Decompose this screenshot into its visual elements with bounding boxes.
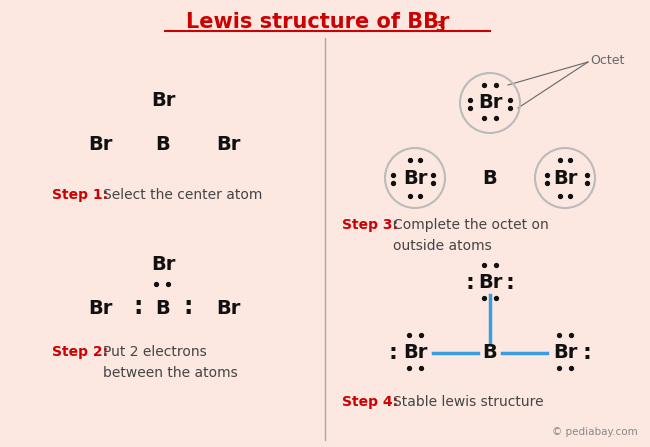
Text: Br: Br bbox=[403, 169, 427, 187]
Text: Stable lewis structure: Stable lewis structure bbox=[393, 395, 543, 409]
Text: Put 2 electrons
between the atoms: Put 2 electrons between the atoms bbox=[103, 345, 238, 380]
Text: Step 2:: Step 2: bbox=[52, 345, 108, 359]
Text: Br: Br bbox=[552, 343, 577, 363]
Text: Lewis structure of BBr: Lewis structure of BBr bbox=[187, 12, 450, 32]
Text: Select the center atom: Select the center atom bbox=[103, 188, 263, 202]
Text: :: : bbox=[582, 343, 592, 363]
Text: © pediabay.com: © pediabay.com bbox=[552, 427, 638, 437]
Text: Step 1:: Step 1: bbox=[52, 188, 108, 202]
Text: Br: Br bbox=[478, 93, 502, 113]
Text: Br: Br bbox=[151, 256, 176, 274]
Text: :: : bbox=[465, 273, 474, 293]
Text: Br: Br bbox=[216, 135, 240, 155]
Text: Br: Br bbox=[88, 135, 112, 155]
Text: Br: Br bbox=[151, 90, 176, 110]
Text: Step 4:: Step 4: bbox=[342, 395, 398, 409]
Text: :: : bbox=[183, 295, 192, 319]
Text: Octet: Octet bbox=[590, 54, 625, 67]
Text: Br: Br bbox=[88, 299, 112, 317]
Text: Br: Br bbox=[552, 169, 577, 187]
Text: :: : bbox=[389, 343, 397, 363]
Text: Step 3:: Step 3: bbox=[342, 218, 398, 232]
Text: Br: Br bbox=[403, 343, 427, 363]
Text: Br: Br bbox=[478, 274, 502, 292]
Text: :: : bbox=[133, 295, 143, 319]
Text: :: : bbox=[506, 273, 514, 293]
Text: Br: Br bbox=[216, 299, 240, 317]
Text: B: B bbox=[482, 169, 497, 187]
Text: B: B bbox=[155, 135, 170, 155]
Text: Complete the octet on
outside atoms: Complete the octet on outside atoms bbox=[393, 218, 549, 253]
Text: B: B bbox=[482, 343, 497, 363]
Text: 3: 3 bbox=[435, 20, 445, 34]
Text: B: B bbox=[155, 299, 170, 317]
